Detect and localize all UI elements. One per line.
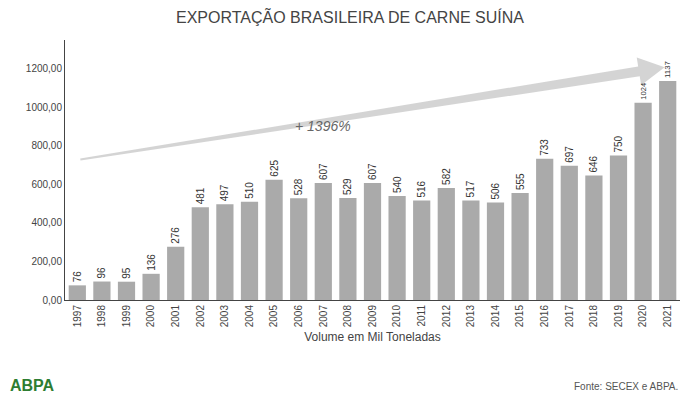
- svg-text:276: 276: [170, 227, 181, 244]
- svg-text:607: 607: [318, 163, 329, 180]
- svg-text:EXPORTAÇÃO BRASILEIRA DE CARNE: EXPORTAÇÃO BRASILEIRA DE CARNE SUÍNA: [176, 7, 524, 26]
- svg-text:497: 497: [219, 184, 230, 201]
- svg-text:733: 733: [539, 139, 550, 156]
- svg-text:582: 582: [441, 168, 452, 185]
- svg-text:95: 95: [121, 267, 132, 279]
- svg-text:0,00: 0,00: [43, 295, 63, 306]
- svg-text:2015: 2015: [514, 305, 525, 328]
- svg-text:510: 510: [244, 182, 255, 199]
- svg-text:481: 481: [195, 187, 206, 204]
- svg-text:646: 646: [588, 155, 599, 172]
- svg-text:1998: 1998: [96, 305, 107, 328]
- svg-text:2014: 2014: [490, 305, 501, 328]
- svg-text:607: 607: [367, 163, 378, 180]
- svg-text:+ 1396%: + 1396%: [295, 118, 351, 134]
- svg-text:697: 697: [564, 146, 575, 163]
- svg-text:Volume em Mil Toneladas: Volume em Mil Toneladas: [304, 330, 441, 344]
- svg-text:555: 555: [515, 173, 526, 190]
- svg-text:1137: 1137: [663, 61, 672, 78]
- svg-text:2011: 2011: [416, 305, 427, 327]
- svg-text:2003: 2003: [219, 305, 230, 328]
- svg-text:Fonte: SECEX e ABPA.: Fonte: SECEX e ABPA.: [574, 381, 678, 392]
- svg-text:2013: 2013: [465, 305, 476, 328]
- svg-text:2008: 2008: [342, 305, 353, 328]
- svg-text:200,00: 200,00: [31, 256, 62, 267]
- svg-text:1024: 1024: [639, 83, 648, 100]
- svg-text:600,00: 600,00: [31, 179, 62, 190]
- svg-text:2004: 2004: [244, 305, 255, 328]
- svg-text:2018: 2018: [588, 305, 599, 328]
- svg-text:76: 76: [72, 271, 83, 283]
- svg-text:2016: 2016: [539, 305, 550, 328]
- svg-text:528: 528: [293, 178, 304, 195]
- svg-text:516: 516: [416, 180, 427, 197]
- svg-text:ABPA: ABPA: [10, 377, 55, 394]
- svg-text:96: 96: [96, 267, 107, 279]
- svg-text:400,00: 400,00: [31, 217, 62, 228]
- svg-text:2001: 2001: [170, 305, 181, 328]
- svg-text:136: 136: [146, 254, 157, 271]
- svg-text:1997: 1997: [72, 305, 83, 328]
- svg-text:2005: 2005: [268, 305, 279, 328]
- svg-text:2007: 2007: [318, 305, 329, 328]
- svg-text:750: 750: [613, 135, 624, 152]
- svg-text:1000,00: 1000,00: [26, 102, 63, 113]
- svg-text:2010: 2010: [391, 305, 402, 328]
- svg-text:506: 506: [490, 182, 501, 199]
- svg-text:2006: 2006: [293, 305, 304, 328]
- svg-text:1200,00: 1200,00: [26, 63, 63, 74]
- svg-text:2019: 2019: [613, 305, 624, 328]
- svg-text:2020: 2020: [637, 305, 648, 328]
- svg-text:540: 540: [392, 176, 403, 193]
- svg-text:2000: 2000: [145, 305, 156, 328]
- svg-text:529: 529: [342, 178, 353, 195]
- svg-text:517: 517: [465, 180, 476, 197]
- svg-text:625: 625: [269, 160, 280, 177]
- svg-text:2021: 2021: [662, 305, 673, 328]
- svg-text:2017: 2017: [564, 305, 575, 328]
- svg-text:2012: 2012: [441, 305, 452, 328]
- svg-text:2002: 2002: [195, 305, 206, 328]
- svg-text:2009: 2009: [367, 305, 378, 328]
- svg-text:1999: 1999: [121, 305, 132, 328]
- svg-text:800,00: 800,00: [31, 140, 62, 151]
